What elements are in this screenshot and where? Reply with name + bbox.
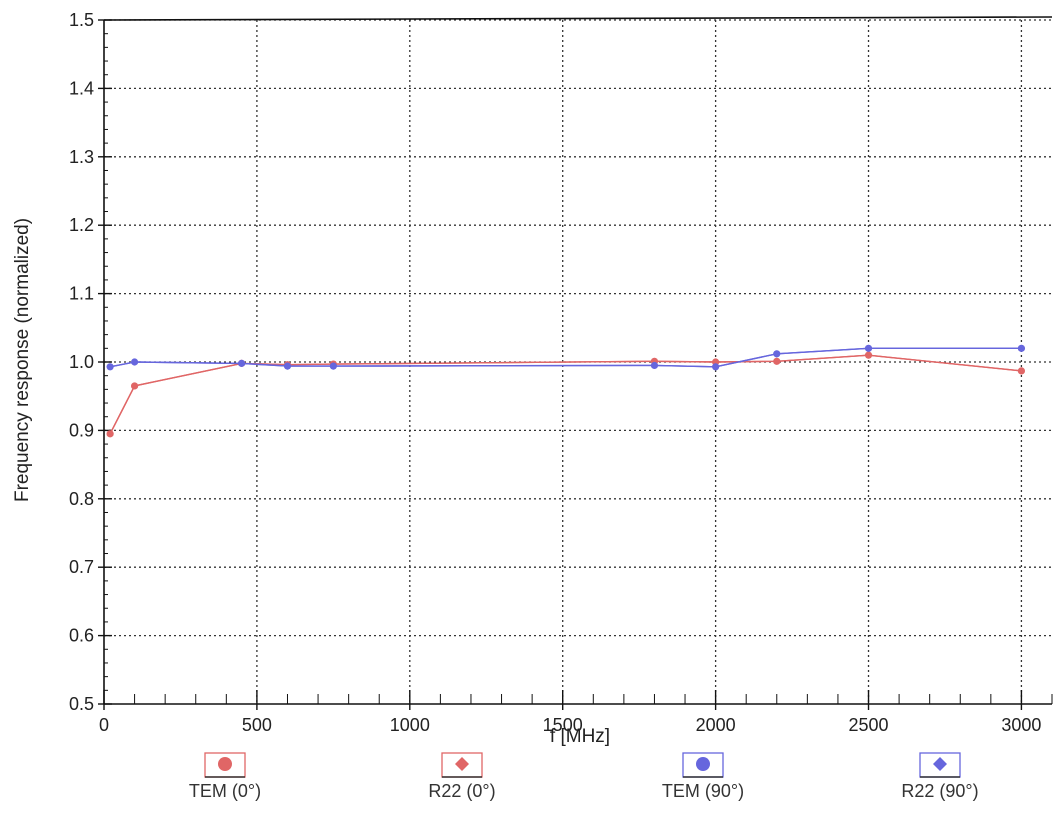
x-tick-label: 3000 bbox=[1001, 715, 1041, 735]
legend-label: R22 (0°) bbox=[428, 781, 495, 801]
legend-marker bbox=[696, 757, 710, 771]
y-tick-label: 0.9 bbox=[69, 420, 94, 440]
data-point bbox=[650, 361, 659, 370]
data-point bbox=[1017, 344, 1026, 352]
data-point bbox=[773, 350, 781, 358]
y-tick-label: 0.6 bbox=[69, 626, 94, 646]
data-point bbox=[130, 382, 139, 390]
x-tick-label: 2500 bbox=[848, 715, 888, 735]
data-point bbox=[712, 363, 720, 371]
data-point bbox=[864, 351, 873, 359]
y-tick-label: 1.5 bbox=[69, 10, 94, 30]
data-point bbox=[283, 362, 292, 370]
y-tick-label: 0.8 bbox=[69, 489, 94, 509]
x-tick-label: 2000 bbox=[696, 715, 736, 735]
x-axis-label: f [MHz] bbox=[550, 726, 610, 747]
series-line bbox=[109, 354, 1022, 435]
legend-marker bbox=[933, 757, 947, 771]
series-line bbox=[109, 347, 1022, 368]
y-tick-label: 1.2 bbox=[69, 215, 94, 235]
x-tick-label: 1500 bbox=[543, 715, 583, 735]
data-point bbox=[106, 363, 114, 371]
data-point bbox=[864, 344, 873, 352]
top-frame-line bbox=[103, 16, 1053, 21]
legend-label: TEM (0°) bbox=[189, 781, 261, 801]
x-tick-label: 500 bbox=[242, 715, 272, 735]
legend-label: R22 (90°) bbox=[901, 781, 978, 801]
y-tick-label: 0.5 bbox=[69, 694, 94, 714]
y-tick-label: 1.0 bbox=[69, 352, 94, 372]
legend: TEM (0°) R22 (0°) TEM (90°) R22 (90°) bbox=[189, 752, 979, 801]
y-tick-label: 1.3 bbox=[69, 147, 94, 167]
y-tick-label: 1.4 bbox=[69, 78, 94, 98]
y-tick-label: 0.7 bbox=[69, 557, 94, 577]
legend-label: TEM (90°) bbox=[662, 781, 744, 801]
data-point bbox=[773, 357, 781, 365]
data-point bbox=[238, 359, 246, 367]
data-point bbox=[329, 362, 337, 370]
x-tick-label: 1000 bbox=[390, 715, 430, 735]
x-tick-label: 0 bbox=[99, 715, 109, 735]
legend-marker bbox=[455, 757, 469, 771]
y-axis-label: Frequency response (normalized) bbox=[12, 218, 33, 502]
series-lines bbox=[106, 344, 1026, 438]
legend-marker bbox=[218, 757, 232, 771]
data-point bbox=[130, 358, 139, 366]
data-point bbox=[1017, 367, 1026, 375]
data-point bbox=[106, 430, 114, 438]
axes bbox=[98, 16, 1053, 710]
tick-labels: 0.5 0.6 0.7 0.8 0.9 1.0 1.1 1.2 1.3 1.4 1.5 0 500 100… bbox=[69, 10, 1041, 735]
series-line bbox=[109, 354, 1022, 435]
y-tick-label: 1.1 bbox=[69, 284, 94, 304]
